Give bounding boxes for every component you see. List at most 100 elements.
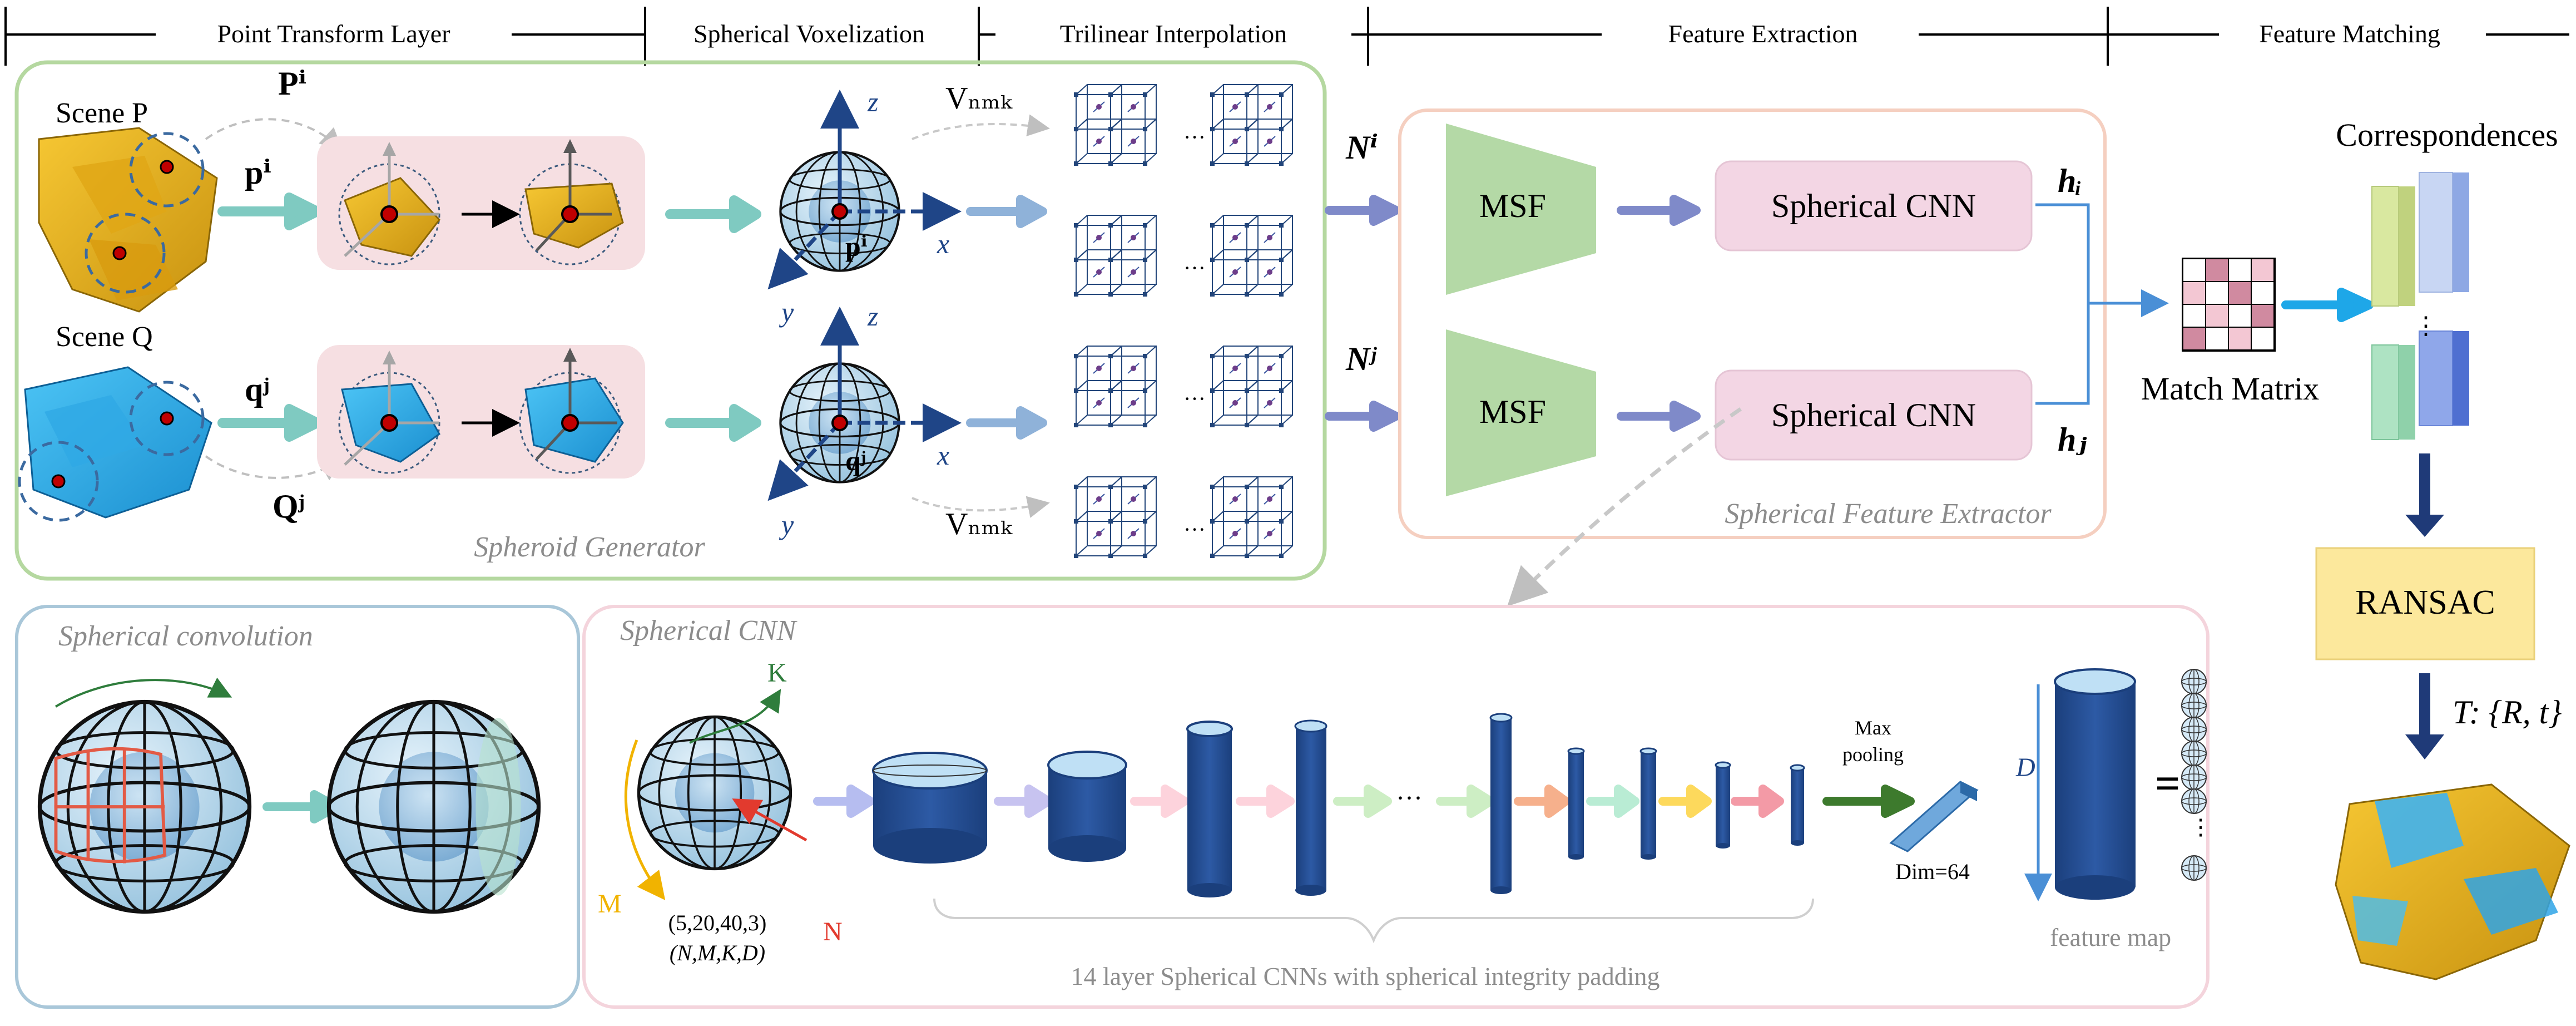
cnn-layer-3	[1186, 721, 1233, 897]
axis-z-q: z	[867, 300, 878, 332]
axis-z-p: z	[867, 86, 878, 117]
spherical-cnn-box-top	[1715, 160, 2033, 251]
dims-label: (5,20,40,3)	[668, 910, 767, 935]
k-label: K	[767, 658, 787, 688]
feature-extractor-caption: Spherical Feature Extractor	[1725, 498, 2052, 530]
transform-p-after	[519, 139, 624, 265]
cnn-layer-6	[1567, 747, 1585, 860]
cnn-layer-7	[1639, 747, 1657, 860]
d-label: D	[2015, 753, 2035, 782]
max-pooling-label-2: pooling	[1842, 743, 1904, 766]
pooled-vector	[1889, 781, 1979, 852]
scene-p-label: Scene P	[56, 97, 148, 129]
voxel-axes-q	[767, 307, 962, 501]
feature-map-sphere-stack: ⋮	[2181, 669, 2212, 881]
axis-y-q: y	[779, 509, 794, 540]
n-label: N	[823, 917, 843, 946]
transform-q-before	[338, 351, 440, 474]
trilinear-grid-top: ··· ···	[1074, 85, 1292, 297]
feature-map-label: feature map	[2050, 923, 2171, 951]
q-sup-j-label: Qʲ	[273, 488, 305, 525]
feature-map-cylinder	[2054, 668, 2136, 900]
center-p-label: pⁱ	[845, 231, 868, 262]
spherical-cnn-label-bottom: Spherical CNN	[1771, 397, 1976, 433]
voxel-axes-p	[767, 90, 962, 290]
grid-ellipsis-top-1: ···	[1183, 125, 1206, 150]
grid-ellipsis-top-2: ···	[1183, 255, 1206, 280]
ransac-box	[2315, 547, 2535, 660]
arrow-to-msf-top	[1325, 195, 1400, 226]
scene-q-pointcloud	[18, 366, 212, 522]
cnn-layer-5	[1489, 713, 1513, 894]
axis-x-p: x	[937, 228, 949, 259]
dims-names-label: (N,M,K,D)	[670, 940, 765, 965]
msf-label-bottom: MSF	[1479, 393, 1546, 430]
correspondence-stacks: ⋮	[2371, 172, 2469, 440]
spherical-cnn-box-bottom	[1715, 369, 2033, 461]
vnmk-top: Vₙₘₖ	[945, 81, 1013, 116]
scene-q-label: Scene Q	[56, 321, 153, 353]
vnmk-bottom: Vₙₘₖ	[945, 507, 1013, 541]
feature-extractor-panel	[1398, 108, 2107, 539]
spheroid-generator-caption: Spheroid Generator	[474, 531, 705, 563]
transform-p-before	[338, 142, 440, 265]
header-bar: Point Transform Layer Spherical Voxeliza…	[4, 7, 2569, 66]
m-label: M	[598, 889, 622, 919]
conv-sphere-right	[329, 702, 539, 912]
msf-block-top	[1446, 124, 1596, 295]
header-feature-extraction: Feature Extraction	[1668, 19, 1857, 48]
sphere-stack-ellipsis: ⋮	[2189, 815, 2212, 840]
cnn-input-sphere	[639, 717, 791, 869]
q-j-label: qʲ	[245, 371, 269, 408]
cnn-ellipsis: ···	[1396, 783, 1423, 813]
grid-ellipsis-bottom-2: ···	[1183, 517, 1206, 542]
max-pooling-arrow	[1822, 785, 1915, 818]
cnn-layer-1	[872, 752, 988, 864]
spherical-cnn-title: Spherical CNN	[620, 615, 798, 647]
spherical-convolution-title: Spherical convolution	[58, 620, 313, 652]
scene-p-pointcloud	[38, 127, 218, 313]
cnn-layer-4	[1294, 719, 1327, 896]
header-feature-matching: Feature Matching	[2259, 19, 2440, 48]
p-i-label: pⁱ	[245, 154, 271, 191]
layer-caption: 14 layer Spherical CNNs with spherical i…	[1071, 962, 1659, 990]
axis-x-q: x	[937, 440, 949, 471]
teal-arrow-p	[217, 193, 322, 230]
match-matrix-grid	[2182, 258, 2276, 352]
cnn-layer-9	[1790, 764, 1805, 846]
center-q-label: qʲ	[845, 445, 866, 476]
correspondence-ellipsis: ⋮	[2414, 312, 2438, 339]
h-bracket	[2035, 203, 2090, 405]
h-j-label: hⱼ	[2058, 421, 2087, 458]
transform-q-after	[519, 348, 624, 474]
cnn-layer-2	[1047, 751, 1127, 862]
msf-block-bottom	[1446, 329, 1596, 496]
spherical-cnn-label-top: Spherical CNN	[1771, 188, 1976, 224]
axis-y-p: y	[779, 297, 794, 328]
ransac-label: RANSAC	[2355, 584, 2495, 621]
h-i-label: hᵢ	[2058, 162, 2082, 199]
match-matrix-label: Match Matrix	[2141, 371, 2320, 407]
teal-arrow-q	[217, 404, 322, 442]
spherical-cnn-panel	[582, 605, 2210, 1009]
header-trilinear-interpolation: Trilinear Interpolation	[1060, 19, 1287, 48]
correspondences-label: Correspondences	[2336, 117, 2558, 153]
conv-sphere-left	[39, 702, 249, 912]
msf-label-top: MSF	[1479, 188, 1546, 224]
spherical-convolution-panel	[15, 605, 580, 1009]
dim64-label: Dim=64	[1895, 859, 1970, 884]
p-sup-i-label: Pⁱ	[278, 65, 306, 102]
spheroid-generator-panel	[14, 60, 1327, 581]
cnn-layer-8	[1715, 761, 1731, 849]
header-spherical-voxelization: Spherical Voxelization	[693, 19, 925, 48]
equals-sign: =	[2155, 759, 2181, 808]
grid-ellipsis-bottom-1: ···	[1183, 386, 1206, 411]
header-point-transform: Point Transform Layer	[217, 19, 450, 48]
n-i-label: Nⁱ	[1345, 129, 1378, 166]
max-pooling-label-1: Max	[1855, 717, 1891, 739]
layers-brace	[933, 898, 1814, 944]
trilinear-grid-bottom: ··· ···	[1074, 346, 1292, 558]
arrow-to-msf-bottom	[1325, 401, 1400, 432]
transform-label: T: {R, t}	[2453, 694, 2562, 731]
